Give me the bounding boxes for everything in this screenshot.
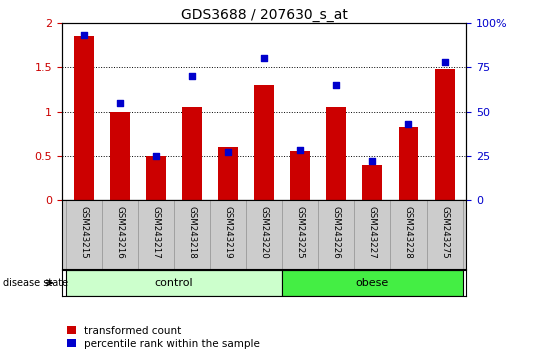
Point [440,59,449,65]
Bar [66,270,282,296]
Text: GSM243227: GSM243227 [368,206,377,258]
Text: disease state: disease state [3,278,68,288]
Bar [327,107,346,200]
Text: GSM243215: GSM243215 [79,206,88,258]
Point [188,73,196,79]
Legend: transformed count, percentile rank within the sample: transformed count, percentile rank withi… [67,326,260,349]
Text: GSM243218: GSM243218 [188,206,196,258]
Text: GSM243220: GSM243220 [260,206,268,258]
Text: GSM243226: GSM243226 [332,206,341,258]
Point [224,149,232,155]
Bar [434,69,454,200]
Text: GSM243219: GSM243219 [224,206,232,258]
Text: GSM243225: GSM243225 [296,206,305,258]
Bar [182,107,202,200]
Text: control: control [155,278,193,288]
Point [79,33,88,38]
Text: GSM243275: GSM243275 [440,206,449,258]
Bar [398,127,418,200]
Point [368,158,377,164]
Bar [362,165,382,200]
Bar [146,156,166,200]
Point [260,56,268,61]
Bar [291,152,310,200]
Title: GDS3688 / 207630_s_at: GDS3688 / 207630_s_at [181,8,348,22]
Point [115,100,124,105]
Point [296,148,305,153]
Text: GSM243217: GSM243217 [151,206,160,258]
Bar [282,270,462,296]
Point [404,121,413,127]
Text: obese: obese [356,278,389,288]
Bar [218,147,238,200]
Bar [110,112,130,200]
Bar [74,36,94,200]
Bar [254,85,274,200]
Point [151,153,160,159]
Text: GSM243216: GSM243216 [115,206,124,258]
Text: GSM243228: GSM243228 [404,206,413,258]
Point [332,82,341,88]
